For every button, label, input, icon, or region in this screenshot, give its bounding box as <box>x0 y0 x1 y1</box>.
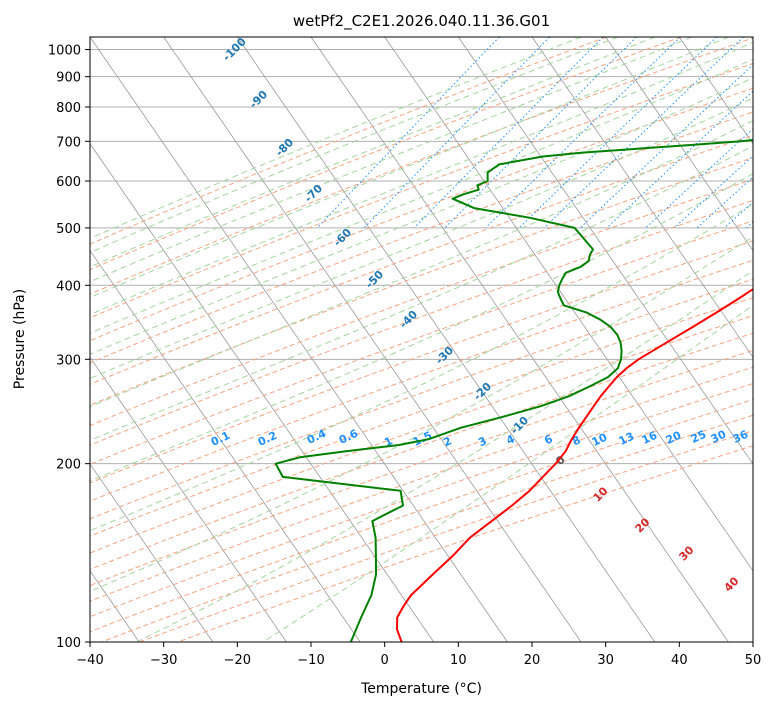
dry-adiabat-line <box>90 37 607 245</box>
isotherm-line <box>605 37 753 252</box>
x-tick-label: 10 <box>450 653 467 668</box>
y-tick-label: 800 <box>56 101 81 116</box>
x-tick-label: −30 <box>150 653 177 668</box>
moist-adiabat-line <box>136 270 753 642</box>
mixing-ratio-line <box>413 37 604 229</box>
mixing-ratio-label: 13 <box>617 430 636 448</box>
y-tick-label: 500 <box>56 222 81 237</box>
moist-adiabat-line <box>90 97 753 379</box>
dry-adiabat-line <box>90 220 753 465</box>
x-tick-label: −40 <box>76 653 103 668</box>
isotherm-line <box>458 37 753 465</box>
background-lines <box>90 37 753 642</box>
dry-adiabat-line <box>139 430 753 642</box>
dry-adiabat-line <box>90 332 753 570</box>
mixing-ratio-line <box>673 155 753 229</box>
dry-adiabat-line <box>90 259 753 502</box>
isotherm-line <box>384 37 753 572</box>
y-axis: 100 200 300 400 500 600 700 800 900 1000 <box>48 44 90 651</box>
moist-adiabat-line <box>90 37 655 268</box>
x-tick-label: 30 <box>597 653 614 668</box>
dry-adiabat-line <box>90 278 753 520</box>
dry-adiabat-line <box>90 315 753 554</box>
dry-adiabat-line <box>90 240 753 484</box>
x-tick-label: −10 <box>297 653 324 668</box>
profile-lines <box>274 138 753 642</box>
isotherm-line <box>90 143 435 642</box>
y-tick-label: 400 <box>56 279 81 294</box>
mixing-ratio-label: 36 <box>731 428 751 446</box>
moist-adiabat-line <box>90 37 619 254</box>
isotherm-line <box>237 37 656 642</box>
y-tick-label: 900 <box>56 71 81 86</box>
moist-adiabat-line <box>262 304 753 642</box>
chart-title: wetPf2_C2E1.2026.040.11.36.G01 <box>293 12 550 31</box>
plot-frame <box>89 36 754 643</box>
dry-adiabat-line <box>90 178 753 427</box>
isotherm-line <box>531 37 753 358</box>
isotherm-line <box>90 37 508 642</box>
isotherm-line <box>90 463 214 642</box>
x-tick-label: −20 <box>224 653 251 668</box>
y-tick-label: 300 <box>56 353 81 368</box>
x-axis-label: Temperature (°C) <box>360 681 482 697</box>
moist-adiabat-line <box>90 236 753 593</box>
mixing-ratio-line <box>606 90 753 229</box>
mixing-ratio-line <box>579 64 753 229</box>
dry-adiabat-line <box>90 134 753 385</box>
moist-adiabat-line <box>90 77 753 355</box>
temperature-profile-line <box>396 288 753 642</box>
mixing-ratio-label: 10 <box>590 431 610 449</box>
mixing-ratio-line <box>485 37 681 229</box>
moist-adiabat-line <box>90 37 582 240</box>
y-tick-label: 700 <box>56 135 81 150</box>
dry-adiabat-line <box>177 445 753 642</box>
mixing-ratio-label: 16 <box>640 429 660 447</box>
y-tick-label: 600 <box>56 175 81 190</box>
y-tick-label: 100 <box>56 636 81 651</box>
dry-adiabat-line <box>90 87 753 342</box>
dewpoint-profile-line <box>274 138 753 642</box>
moist-adiabat-line <box>90 58 753 334</box>
mixing-ratio-line <box>518 37 718 229</box>
y-tick-label: 1000 <box>48 44 81 59</box>
isotherm-line <box>679 37 753 145</box>
x-tick-label: 40 <box>671 653 688 668</box>
x-tick-label: 20 <box>524 653 541 668</box>
mixing-ratio-line <box>444 37 637 229</box>
mixing-ratio-line <box>363 37 550 229</box>
moist-adiabat-line <box>90 203 753 532</box>
isotherm-line <box>90 356 287 642</box>
mixing-ratio-label: 30 <box>709 428 729 446</box>
moist-adiabat-line <box>90 145 753 441</box>
isotherm-line <box>163 37 582 642</box>
dry-adiabat-line <box>90 366 753 602</box>
mixing-ratio-label: 20 <box>664 429 684 447</box>
x-tick-label: 0 <box>381 653 389 668</box>
x-axis: −40 −30 −20 −10 0 10 20 30 40 50 <box>76 642 761 668</box>
mixing-ratio-line <box>316 37 500 229</box>
moist-adiabat-line <box>90 41 753 316</box>
moist-adiabat-line <box>90 37 692 283</box>
y-tick-label: 200 <box>56 458 81 473</box>
x-tick-label: 50 <box>745 653 762 668</box>
dry-adiabat-line <box>90 37 682 271</box>
mixing-ratio-label: 25 <box>689 428 708 446</box>
isotherm-line <box>90 249 361 642</box>
y-axis-label: Pressure (hPa) <box>12 289 28 389</box>
